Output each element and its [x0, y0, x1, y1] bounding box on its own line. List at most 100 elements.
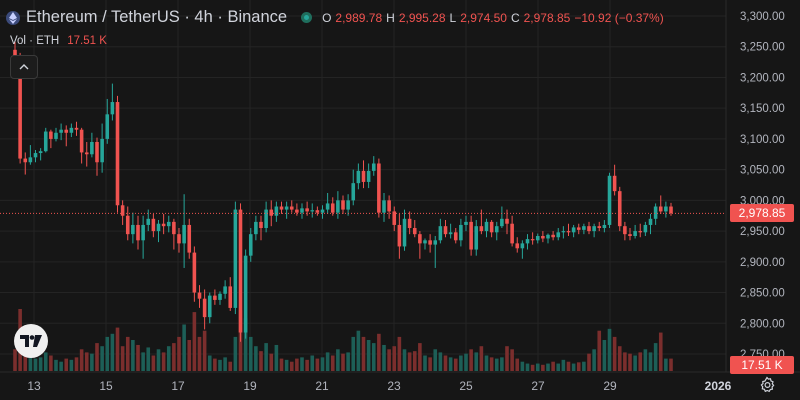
- current-volume-tag: 17.51 K: [730, 356, 794, 374]
- candle-body: [453, 232, 458, 241]
- candle-body: [346, 200, 350, 210]
- candle-body: [110, 102, 115, 115]
- candle-body: [561, 231, 566, 233]
- volume-bar: [33, 358, 38, 371]
- price-axis-tick: 3,150.00: [740, 103, 785, 115]
- candle-body: [658, 206, 663, 212]
- volume-bar: [156, 349, 161, 371]
- low-label: L: [449, 10, 457, 25]
- volume-bar: [423, 355, 427, 371]
- tradingview-logo[interactable]: [14, 324, 48, 358]
- candle-body: [259, 221, 263, 229]
- volume-bar: [187, 340, 192, 371]
- candle-body: [305, 208, 309, 212]
- volume-bar: [100, 346, 104, 371]
- candle-body: [623, 226, 627, 235]
- candle-body: [535, 236, 540, 241]
- candle-body: [274, 206, 279, 216]
- volume-bar: [259, 351, 263, 371]
- price-axis-tick: 2,850.00: [740, 288, 785, 300]
- volume-bar: [243, 318, 248, 371]
- candle-body: [341, 200, 345, 210]
- low-value: 2,974.50: [460, 10, 507, 25]
- ohlc-values: O 2,989.78 H 2,995.28 L 2,974.50 C 2,978.85 …: [322, 11, 664, 25]
- collapse-legend-button[interactable]: [10, 55, 38, 79]
- market-status-icon[interactable]: [301, 12, 313, 23]
- volume-bar: [412, 351, 417, 371]
- volume-label[interactable]: Vol · ETH: [10, 35, 60, 47]
- symbol-title[interactable]: Ethereum / TetherUS · 4h · Binance: [26, 8, 288, 26]
- candle-body: [84, 152, 89, 155]
- volume-bar: [305, 359, 309, 371]
- change-value: −10.92 (−0.37%): [574, 10, 664, 25]
- volume-bar: [320, 357, 325, 371]
- candle-body: [377, 163, 381, 213]
- candle-body: [628, 234, 632, 237]
- candle-body: [284, 206, 289, 210]
- volume-bar: [213, 358, 217, 371]
- candle-body: [156, 223, 161, 232]
- volume-bar: [115, 327, 120, 371]
- candle-body: [423, 240, 427, 244]
- volume-bar: [648, 352, 653, 371]
- close-label: C: [510, 10, 520, 25]
- volume-bar: [505, 346, 509, 371]
- candle-body: [166, 221, 171, 227]
- symbol-legend: Ethereum / TetherUS · 4h · Binance O 2,98…: [6, 8, 664, 27]
- candle-body: [325, 203, 330, 210]
- volume-bar: [658, 332, 663, 371]
- volume-bar: [351, 336, 356, 371]
- volume-bar: [223, 357, 227, 371]
- candle-body: [330, 203, 335, 213]
- volume-bar: [382, 344, 386, 371]
- candle-body: [428, 240, 432, 245]
- candle-body: [197, 292, 202, 299]
- candle-body: [489, 221, 494, 233]
- volume-bar: [469, 349, 473, 371]
- volume-value: 17.51 K: [67, 35, 107, 47]
- volume-bar: [23, 355, 28, 371]
- candle-body: [664, 206, 668, 212]
- candle-body: [238, 209, 243, 333]
- volume-bar: [582, 361, 586, 371]
- volume-bar: [515, 358, 520, 371]
- candle-body: [576, 227, 581, 230]
- volume-bar: [28, 352, 33, 371]
- close-value: 2,978.85: [523, 10, 571, 25]
- candle-body: [592, 226, 596, 232]
- volume-bar: [407, 352, 412, 371]
- volume-bar: [59, 361, 63, 371]
- volume-bar: [151, 355, 156, 371]
- volume-bar: [653, 343, 658, 371]
- time-axis-tick: 25: [459, 379, 473, 393]
- candle-body: [382, 200, 386, 213]
- settings-icon[interactable]: [758, 376, 776, 394]
- high-value: 2,995.28: [398, 10, 446, 25]
- volume-bar: [494, 358, 499, 371]
- candle-body: [289, 206, 294, 210]
- candle-body: [269, 209, 274, 216]
- volume-bar: [284, 359, 289, 371]
- tradingview-logo-icon: [20, 335, 42, 347]
- ethereum-icon[interactable]: [6, 10, 20, 25]
- candle-body: [315, 210, 320, 213]
- volume-bar: [161, 352, 166, 371]
- volume-bar: [356, 330, 361, 371]
- volume-legend: Vol · ETH 17.51 K: [10, 35, 107, 47]
- volume-bar: [146, 347, 151, 371]
- volume-bar: [125, 336, 130, 371]
- candle-body: [418, 234, 422, 244]
- time-axis-tick: 19: [243, 379, 257, 393]
- candle-body: [371, 163, 376, 171]
- volume-bar: [428, 357, 432, 371]
- candle-body: [295, 209, 299, 213]
- volume-bar: [433, 349, 438, 371]
- volume-bar: [289, 361, 294, 371]
- volume-bar: [474, 352, 479, 371]
- volume-bar: [418, 343, 422, 371]
- volume-bar: [443, 355, 448, 371]
- candle-body: [397, 224, 402, 247]
- time-axis-tick: 27: [531, 379, 545, 393]
- candle-body: [59, 129, 63, 133]
